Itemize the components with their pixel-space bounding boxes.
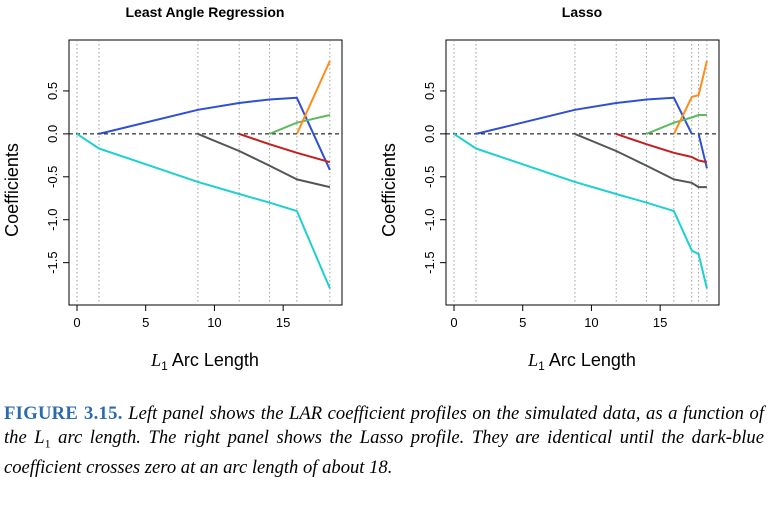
series-line	[574, 132, 707, 189]
series-line	[197, 132, 331, 189]
y-tick-label: 0.5	[45, 82, 60, 100]
y-tick-label: -1.5	[45, 251, 60, 273]
x-tick-label: 10	[584, 315, 598, 330]
series-line	[672, 60, 708, 135]
x-axis-label: L1 Arc Length	[150, 350, 259, 373]
x-axis-label: L1 Arc Length	[527, 350, 636, 373]
panel-title: Lasso	[562, 4, 602, 20]
x-tick-label: 0	[73, 315, 80, 330]
y-tick-label: 0.0	[45, 125, 60, 143]
caption-text: Left panel shows the LAR coefficient pro…	[4, 403, 765, 448]
series-line	[453, 133, 708, 289]
series-line	[646, 114, 707, 135]
series-line	[98, 96, 331, 171]
panel-title: Least Angle Regression	[126, 4, 285, 20]
y-tick-label: -1.0	[422, 209, 437, 231]
series-line	[615, 132, 708, 164]
y-tick-label: 0.0	[422, 125, 437, 143]
plot-frame	[445, 39, 720, 306]
panel-least-angle-regression: Least Angle Regression Coefficients L1 A…	[2, 4, 343, 373]
y-tick-label: -1.0	[45, 209, 60, 231]
y-tick-label: 0.5	[422, 82, 437, 100]
x-tick-label: 5	[519, 315, 526, 330]
series-line	[76, 133, 331, 289]
y-axis-label: Coefficients	[2, 143, 22, 237]
x-tick-label: 15	[653, 315, 667, 330]
y-tick-label: -1.5	[422, 251, 437, 273]
figure-panels: Least Angle Regression Coefficients L1 A…	[2, 4, 720, 373]
caption-text-after: arc length. The right panel shows the La…	[4, 426, 764, 478]
x-tick-label: 15	[276, 315, 290, 330]
y-tick-label: -0.5	[422, 166, 437, 188]
panel-lasso: Lasso Coefficients L1 Arc Length 0 5 10 15 -…	[379, 4, 720, 373]
y-tick-label: -0.5	[45, 166, 60, 188]
caption-subscript: 1	[44, 436, 51, 451]
figure-caption: FIGURE 3.15. Left panel shows the LAR co…	[4, 402, 764, 480]
x-tick-label: 5	[142, 315, 149, 330]
series-line	[238, 132, 331, 164]
series-line	[269, 114, 331, 135]
series-line	[475, 96, 693, 135]
x-tick-label: 0	[450, 315, 457, 330]
y-axis-label: Coefficients	[379, 143, 399, 237]
figure-label: FIGURE 3.15.	[4, 403, 123, 424]
series-line	[295, 60, 331, 135]
plot-frame	[68, 39, 343, 306]
series-line	[697, 133, 708, 169]
x-tick-label: 10	[207, 315, 221, 330]
